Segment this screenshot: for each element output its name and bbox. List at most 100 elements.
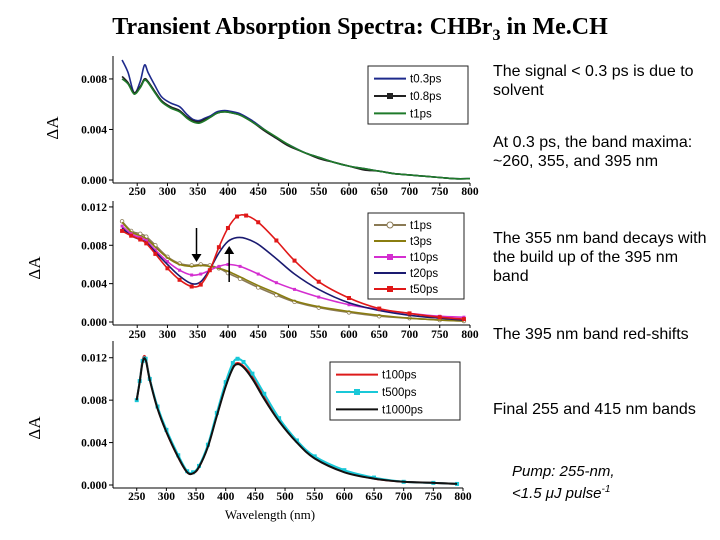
x-tick-label: 350 (189, 186, 207, 198)
data-point (190, 273, 194, 277)
x-tick-label: 500 (276, 491, 294, 503)
x-tick-label: 700 (395, 491, 413, 503)
x-tick-label: 450 (250, 329, 268, 341)
data-point (138, 237, 143, 242)
note-final-bands: Final 255 and 415 nm bands (493, 401, 696, 418)
band-arrows (191, 228, 235, 282)
legend-marker (387, 93, 393, 99)
x-tick-label: 650 (371, 186, 389, 198)
legend-marker (387, 254, 393, 260)
data-point (437, 315, 442, 320)
data-point (294, 438, 299, 443)
chart-legend: t1ps t3ps t10ps t20ps t50ps (367, 212, 465, 300)
x-tick-label: 250 (128, 491, 146, 503)
data-point (230, 361, 235, 366)
note-red-shift: The 395 nm band red-shifts (493, 326, 689, 343)
x-tick-label: 750 (425, 491, 443, 503)
y-tick-label: 0.004 (81, 124, 107, 136)
x-tick-label: 700 (401, 186, 419, 198)
chart-panel-3: 0.000 0.004 0.008 0.012 250 300 350 400 450 500 55… (25, 341, 472, 522)
x-tick-label: 800 (461, 186, 479, 198)
y-tick-label: 0.012 (81, 202, 107, 214)
data-point (153, 251, 158, 256)
x-tick-label: 750 (431, 186, 449, 198)
data-point (312, 454, 317, 459)
data-point (207, 268, 212, 273)
x-tick-label: 600 (340, 329, 358, 341)
x-tick-label: 600 (336, 491, 354, 503)
note-solvent-signal: The signal < 0.3 ps is due to solvent (493, 63, 694, 99)
legend-label-t100ps: t100ps (382, 370, 417, 382)
data-point (342, 468, 347, 473)
x-tick-label: 250 (129, 329, 147, 341)
data-point (199, 272, 203, 276)
x-tick-label: 350 (189, 329, 207, 341)
data-point (144, 238, 148, 242)
page-title: Transient Absorption Spectra: CHBr3 in M… (112, 14, 608, 44)
chart-legend: t100ps t500ps t1000ps (329, 361, 461, 421)
x-axis-label: Wavelength (nm) (225, 507, 315, 522)
data-point (277, 416, 282, 421)
data-point (293, 287, 297, 291)
x-tick-label: 450 (250, 186, 268, 198)
y-tick-label: 0.012 (81, 353, 107, 365)
x-tick-label: 250 (129, 186, 147, 198)
data-point (153, 248, 157, 252)
chart-legend: t0.3ps t0.8ps t1ps (367, 65, 469, 125)
x-tick-label: 550 (310, 186, 328, 198)
x-tick-label: 800 (454, 491, 472, 503)
data-point (217, 264, 221, 268)
data-point (346, 296, 351, 301)
data-point (165, 266, 170, 271)
x-tick-label: 500 (280, 329, 298, 341)
data-point (407, 311, 412, 316)
x-tick-label: 650 (365, 491, 383, 503)
data-point (144, 241, 149, 246)
data-point (235, 214, 240, 219)
x-tick-label: 700 (401, 329, 419, 341)
x-tick-label: 350 (187, 491, 205, 503)
x-tick-label: 300 (158, 491, 176, 503)
x-tick-label: 750 (431, 329, 449, 341)
pump-line-1: Pump: 255-nm, (512, 463, 615, 480)
legend-marker (354, 389, 360, 395)
y-tick-label: 0.004 (81, 279, 107, 291)
legend-label-t500ps: t500ps (382, 387, 417, 399)
data-point (372, 475, 377, 480)
data-point (256, 220, 261, 225)
legend-label-t0.8ps: t0.8ps (410, 91, 442, 103)
series-line-t1000ps (135, 357, 458, 485)
y-axis-label: ΔA (43, 116, 62, 140)
data-point (198, 282, 203, 287)
x-tick-label: 300 (159, 329, 177, 341)
data-point (216, 245, 221, 250)
chart-panel-2: 0.000 0.004 0.008 0.012 250 300 350 400 450 500 55… (25, 201, 479, 341)
data-point (274, 238, 279, 243)
y-tick-label: 0.008 (81, 395, 107, 407)
y-axis-label: ΔA (25, 256, 44, 280)
series-line-t1ps (121, 220, 464, 322)
data-point (235, 356, 240, 361)
legend-label-t50ps: t50ps (410, 284, 438, 296)
pump-line-2: <1.5 μJ pulse-1 (512, 484, 611, 502)
data-point (256, 272, 260, 276)
chart-panel-1: 0.000 0.004 0.008 250 300 350 400 450 500 550 600 6… (43, 56, 479, 198)
data-point (120, 228, 125, 233)
data-point (129, 233, 134, 238)
series-line-t1ps (121, 78, 471, 180)
legend-label-t1000ps: t1000ps (382, 404, 423, 416)
y-tick-label: 0.000 (81, 480, 107, 492)
series-line-t20ps (121, 227, 464, 321)
data-point (223, 380, 228, 385)
data-point (238, 264, 242, 268)
data-point (461, 317, 466, 322)
y-tick-label: 0.008 (81, 74, 107, 86)
legend-label-t3ps: t3ps (410, 236, 432, 248)
x-tick-label: 650 (371, 329, 389, 341)
legend-marker (386, 221, 394, 229)
data-point (165, 260, 169, 264)
data-point (347, 303, 351, 307)
y-tick-label: 0.000 (81, 175, 107, 187)
note-band-decay: The 355 nm band decays with the build up… (493, 230, 707, 285)
